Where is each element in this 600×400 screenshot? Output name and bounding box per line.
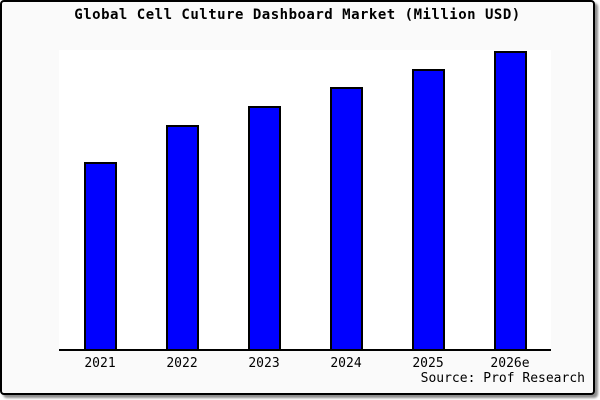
- bar-2025: [411, 69, 445, 351]
- x-axis-labels: 2021 2022 2023 2024 2025 2026e: [59, 356, 551, 371]
- x-axis-line: [59, 349, 551, 351]
- x-tick-label-2022: 2022: [166, 356, 198, 371]
- bar-2024: [329, 87, 363, 351]
- bar-2021: [83, 162, 117, 351]
- bar-slot: [223, 50, 305, 351]
- bar-2023: [247, 106, 281, 351]
- bar-slot: [141, 50, 223, 351]
- bar-slot: [469, 50, 551, 351]
- x-tick-label-2024: 2024: [330, 356, 362, 371]
- x-tick-label-2021: 2021: [84, 356, 116, 371]
- x-tick-label-2025: 2025: [412, 356, 444, 371]
- plot-area: [59, 50, 551, 351]
- bar-2026e: [493, 51, 527, 351]
- bars-container: [59, 50, 551, 351]
- source-text: Source: Prof Research: [420, 371, 585, 386]
- bar-slot: [59, 50, 141, 351]
- chart-title: Global Cell Culture Dashboard Market (Mi…: [74, 7, 521, 23]
- x-tick-label-2023: 2023: [248, 356, 280, 371]
- bar-slot: [305, 50, 387, 351]
- x-tick-label-2026e: 2026e: [490, 356, 530, 371]
- bar-2022: [165, 125, 199, 351]
- chart-card: Global Cell Culture Dashboard Market (Mi…: [0, 0, 595, 395]
- bar-slot: [387, 50, 469, 351]
